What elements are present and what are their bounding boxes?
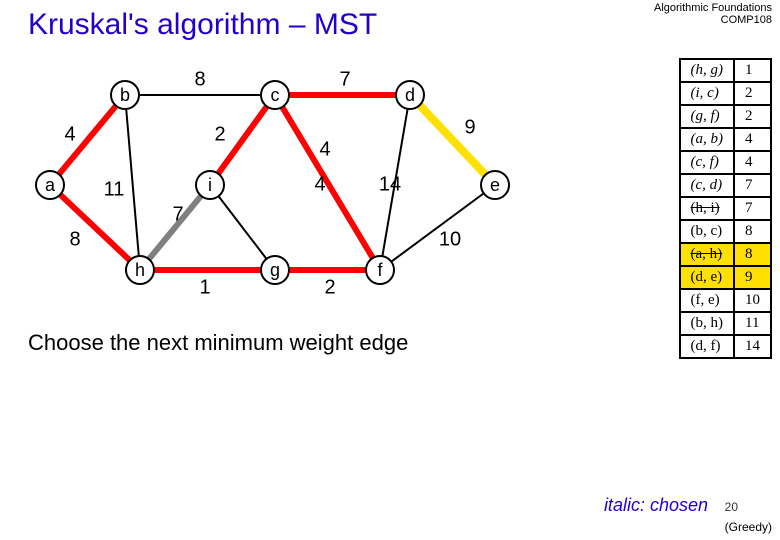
edge-pair: (b, h) <box>680 312 735 335</box>
weight-b-h: 11 <box>104 179 125 202</box>
weight-g-f: 2 <box>324 277 335 300</box>
weight-b-c: 8 <box>194 69 205 92</box>
edge-pair: (a, b) <box>680 128 735 151</box>
edge-weight: 4 <box>734 151 771 174</box>
table-row: (f, e)10 <box>680 289 772 312</box>
node-i: i <box>195 170 225 200</box>
edge-pair: (d, f) <box>680 335 735 358</box>
category-note: (Greedy) <box>725 520 772 534</box>
weight-a-h: 8 <box>69 229 80 252</box>
weight-d-e: 9 <box>464 117 475 140</box>
edge-pair: (a, h) <box>680 243 735 266</box>
edge-weight: 14 <box>734 335 771 358</box>
edge-f-e <box>380 185 495 270</box>
weight-h-i: 7 <box>172 204 183 227</box>
edge-weight: 11 <box>734 312 771 335</box>
edge-a-h <box>50 185 140 270</box>
weight-i-c: 2 <box>214 124 225 147</box>
edge-pair: (d, e) <box>680 266 735 289</box>
table-row: (b, c)8 <box>680 220 772 243</box>
edge-pair: (h, i) <box>680 197 735 220</box>
edge-weight: 4 <box>734 128 771 151</box>
edge-weight: 7 <box>734 174 771 197</box>
table-row: (b, h)11 <box>680 312 772 335</box>
node-h: h <box>125 255 155 285</box>
edge-weight: 7 <box>734 197 771 220</box>
edge-d-e <box>410 95 495 185</box>
table-row: (g, f)2 <box>680 105 772 128</box>
edge-weight: 1 <box>734 59 771 82</box>
weight-d-f: 14 <box>379 174 401 197</box>
slide-title: Kruskal's algorithm – MST <box>28 8 377 42</box>
table-row: (c, f)4 <box>680 151 772 174</box>
graph-canvas: 8 7 4 11 8 7 2 4 1 2 4 14 9 10 b c d a i e h g f <box>20 50 560 310</box>
course-header: Algorithmic Foundations COMP108 <box>654 2 772 26</box>
edge-pair: (c, f) <box>680 151 735 174</box>
table-row: (d, f)14 <box>680 335 772 358</box>
edge-weight: 2 <box>734 82 771 105</box>
weight-h-g: 1 <box>199 277 210 300</box>
table-row: (i, c)2 <box>680 82 772 105</box>
edge-pair: (c, d) <box>680 174 735 197</box>
edge-b-h <box>125 95 140 270</box>
course-line2: COMP108 <box>721 14 772 26</box>
table-row: (a, h)8 <box>680 243 772 266</box>
weight-a-b: 4 <box>64 124 75 147</box>
instruction-text: Choose the next minimum weight edge <box>28 330 408 356</box>
edge-h-i <box>140 185 210 270</box>
edge-pair: (f, e) <box>680 289 735 312</box>
edge-weight: 8 <box>734 220 771 243</box>
weight-i-g: 4 <box>314 174 325 197</box>
table-row: (h, g)1 <box>680 59 772 82</box>
node-e: e <box>480 170 510 200</box>
weight-c-f: 4 <box>319 139 330 162</box>
edge-pair: (b, c) <box>680 220 735 243</box>
node-c: c <box>260 80 290 110</box>
node-g: g <box>260 255 290 285</box>
edge-weight-table: (h, g)1(i, c)2(g, f)2(a, b)4(c, f)4(c, d… <box>679 58 773 359</box>
edge-weight: 2 <box>734 105 771 128</box>
node-d: d <box>395 80 425 110</box>
edge-pair: (h, g) <box>680 59 735 82</box>
table-row: (a, b)4 <box>680 128 772 151</box>
edge-c-f <box>275 95 380 270</box>
edge-weight: 8 <box>734 243 771 266</box>
table-row: (d, e)9 <box>680 266 772 289</box>
weight-f-e: 10 <box>439 229 461 252</box>
node-a: a <box>35 170 65 200</box>
weight-c-d: 7 <box>339 69 350 92</box>
edge-weight: 10 <box>734 289 771 312</box>
edge-pair: (i, c) <box>680 82 735 105</box>
edge-a-b <box>50 95 125 185</box>
legend-note: italic: chosen <box>604 495 708 516</box>
table-row: (h, i)7 <box>680 197 772 220</box>
edge-weight: 9 <box>734 266 771 289</box>
slide-number: 20 <box>725 500 738 514</box>
node-b: b <box>110 80 140 110</box>
node-f: f <box>365 255 395 285</box>
edge-pair: (g, f) <box>680 105 735 128</box>
table-row: (c, d)7 <box>680 174 772 197</box>
course-line1: Algorithmic Foundations <box>654 2 772 14</box>
